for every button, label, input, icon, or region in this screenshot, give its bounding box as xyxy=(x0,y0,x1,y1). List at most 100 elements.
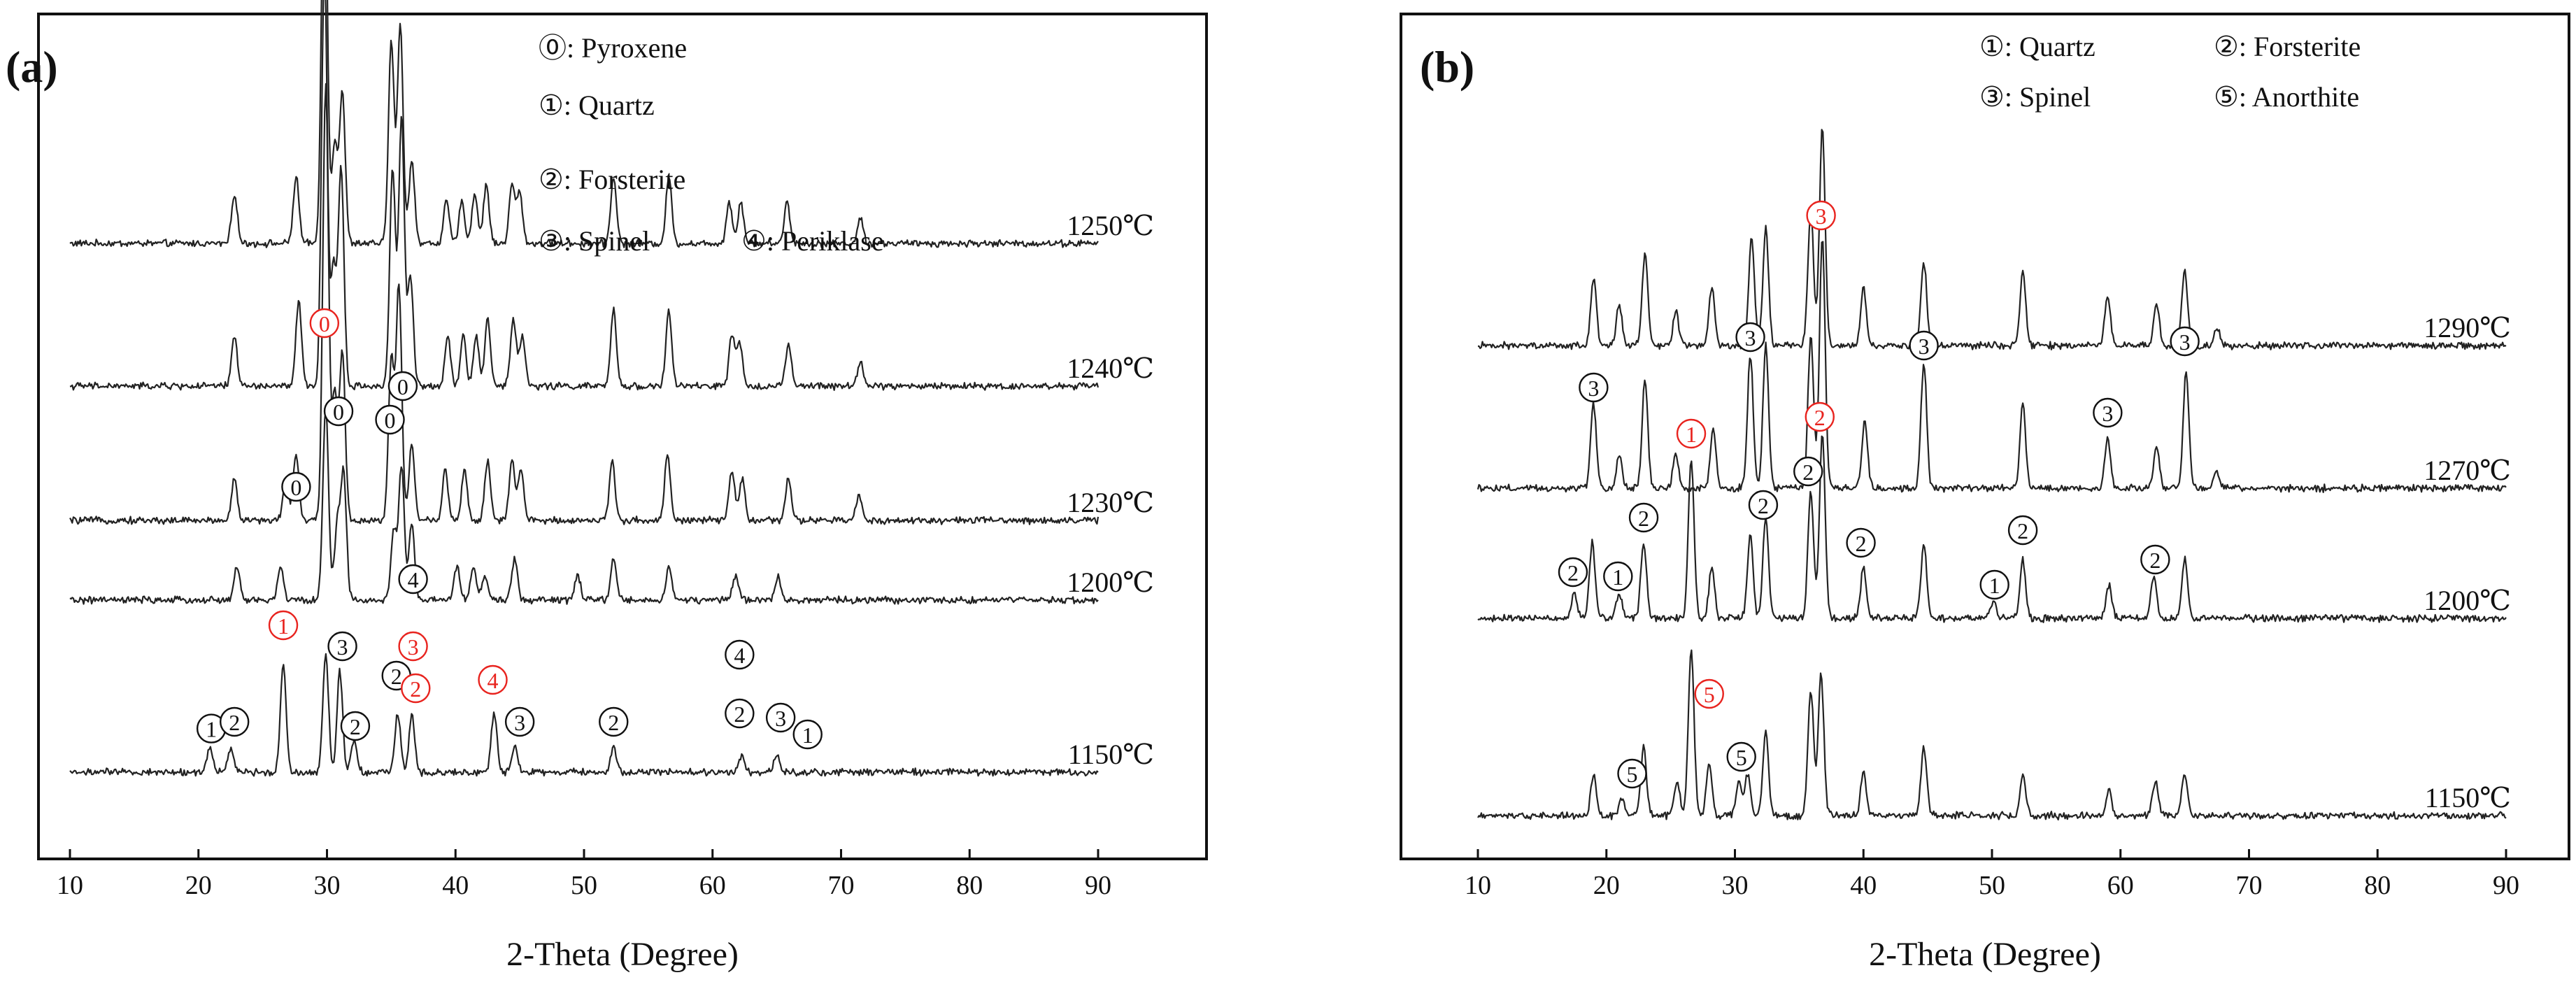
legend-item-forsterite: ②: Forsterite xyxy=(539,164,685,195)
peak-marker-a-17: 0 xyxy=(323,396,354,427)
panel-b-plot-frame xyxy=(1400,13,2570,860)
peak-marker-circle xyxy=(2140,544,2170,575)
peak-marker-number: 0 xyxy=(397,374,408,399)
peak-marker-circle xyxy=(478,664,508,695)
peak-marker-number: 3 xyxy=(2102,401,2113,426)
peak-marker-b-5: 3 xyxy=(2170,326,2200,357)
peak-marker-number: 3 xyxy=(2179,329,2191,355)
peak-marker-circle xyxy=(1676,418,1707,449)
x-tick-label-a-20: 20 xyxy=(185,871,212,900)
legend-item-quartz: ①: Quartz xyxy=(1979,31,2095,62)
peak-marker-circle xyxy=(504,706,535,737)
peak-marker-circle xyxy=(725,639,755,670)
peak-marker-number: 3 xyxy=(1919,334,1930,359)
peak-marker-b-7: 1 xyxy=(1603,561,1633,592)
series-label-a-1250: 1250℃ xyxy=(1067,210,1154,241)
peak-marker-b-19: 5 xyxy=(1726,741,1756,772)
peak-marker-number: 2 xyxy=(1638,506,1649,531)
peak-marker-b-4: 3 xyxy=(2093,397,2123,428)
x-tick-label-a-50: 50 xyxy=(571,871,597,900)
x-tick-label-a-90: 90 xyxy=(1085,871,1111,900)
x-tick-label-b-10: 10 xyxy=(1465,871,1491,900)
peak-marker-number: 2 xyxy=(410,676,421,702)
peak-marker-number: 1 xyxy=(802,723,813,748)
peak-marker-a-19: 0 xyxy=(387,371,418,401)
peak-marker-number: 0 xyxy=(319,311,330,336)
panel-a-x-axis: 10 20 30 40 50 60 70 80 90 xyxy=(57,849,1111,900)
panel-b-peak-markers: 3 3 3 3 3 3 2 1 2 1 2 2 2 2 1 2 2 5 5 5 xyxy=(1558,200,2200,789)
peak-marker-circle xyxy=(375,404,405,435)
peak-marker-number: 4 xyxy=(408,567,419,592)
peak-marker-b-15: 2 xyxy=(2007,515,2038,546)
xrd-trace-a-1230 xyxy=(69,83,1100,525)
x-tick-label-b-30: 30 xyxy=(1722,871,1749,900)
peak-marker-circle xyxy=(1748,490,1779,520)
peak-marker-number: 1 xyxy=(1989,573,2000,598)
peak-marker-circle xyxy=(1846,527,1876,558)
x-tick-label-a-10: 10 xyxy=(57,871,83,900)
peak-marker-b-13: 2 xyxy=(1846,527,1876,558)
x-tick-label-b-70: 70 xyxy=(2236,871,2263,900)
peak-marker-number: 0 xyxy=(333,399,344,425)
panel-a-legend: ⓪: Pyroxene ①: Quartz ②: Forsterite ③: S… xyxy=(539,32,884,257)
series-label-a-1230: 1230℃ xyxy=(1067,487,1154,518)
peak-marker-circle xyxy=(398,564,428,595)
xrd-trace-a-1150 xyxy=(69,653,1099,777)
peak-marker-circle xyxy=(309,308,340,339)
peak-marker-number: 1 xyxy=(206,717,217,742)
peak-marker-number: 5 xyxy=(1627,762,1638,787)
peak-marker-b-17: 5 xyxy=(1617,758,1647,789)
peak-marker-b-10: 2 xyxy=(1748,490,1779,520)
peak-marker-a-14: 3 xyxy=(765,702,796,733)
peak-marker-number: 2 xyxy=(608,710,619,735)
peak-marker-circle xyxy=(792,719,823,750)
peak-marker-b-16: 2 xyxy=(2140,544,2170,575)
peak-marker-circle xyxy=(1909,330,1939,361)
peak-marker-number: 3 xyxy=(514,710,525,735)
peak-marker-a-8: 2 xyxy=(401,673,431,704)
peak-marker-a-20: 0 xyxy=(309,308,340,339)
peak-marker-circle xyxy=(1806,200,1836,231)
peak-marker-a-11: 2 xyxy=(599,706,629,737)
peak-marker-a-6: 4 xyxy=(398,564,428,595)
series-label-a-1150: 1150℃ xyxy=(1068,739,1154,770)
series-label-b-1270: 1270℃ xyxy=(2424,455,2511,486)
peak-marker-number: 0 xyxy=(290,475,301,500)
legend-item-periklase: ④: Periklase xyxy=(741,225,884,257)
peak-marker-number: 2 xyxy=(2149,548,2161,573)
peak-marker-a-12: 4 xyxy=(725,639,755,670)
peak-marker-circle xyxy=(1628,502,1659,533)
xrd-trace-b-1200 xyxy=(1477,435,2507,623)
peak-marker-circle xyxy=(268,610,299,641)
series-label-b-1290: 1290℃ xyxy=(2424,312,2511,343)
peak-marker-circle xyxy=(1793,456,1823,487)
x-tick-label-b-90: 90 xyxy=(2493,871,2519,900)
legend-item-spinel: ③: Spinel xyxy=(539,225,650,257)
peak-marker-circle xyxy=(340,711,371,741)
peak-marker-number: 4 xyxy=(734,643,745,668)
peak-marker-b-9: 1 xyxy=(1676,418,1707,449)
peak-marker-circle xyxy=(1979,569,2009,600)
peak-marker-circle xyxy=(2007,515,2038,546)
peak-marker-number: 5 xyxy=(1736,745,1747,770)
peak-marker-a-7: 3 xyxy=(398,631,428,662)
series-label-a-1200: 1200℃ xyxy=(1067,567,1154,598)
x-tick-label-a-60: 60 xyxy=(699,871,726,900)
peak-marker-circle xyxy=(1726,741,1756,772)
peak-marker-circle xyxy=(1694,678,1724,709)
peak-marker-circle xyxy=(281,471,311,502)
peak-marker-number: 3 xyxy=(1588,376,1599,401)
legend-item-pyroxene: ⓪: Pyroxene xyxy=(539,32,687,64)
peak-marker-circle xyxy=(220,706,250,737)
peak-marker-a-3: 3 xyxy=(327,631,357,662)
peak-marker-number: 1 xyxy=(278,613,289,639)
peak-marker-number: 3 xyxy=(1745,325,1756,350)
peak-marker-number: 0 xyxy=(385,408,396,433)
peak-marker-circle xyxy=(1617,758,1647,789)
panel-b-traces: 1290℃ 1270℃ 1200℃ 1150℃ xyxy=(1476,129,2511,820)
peak-marker-circle xyxy=(1579,372,1609,403)
peak-marker-b-6: 2 xyxy=(1558,557,1588,588)
peak-marker-a-10: 3 xyxy=(504,706,535,737)
peak-marker-b-0: 3 xyxy=(1579,372,1609,403)
